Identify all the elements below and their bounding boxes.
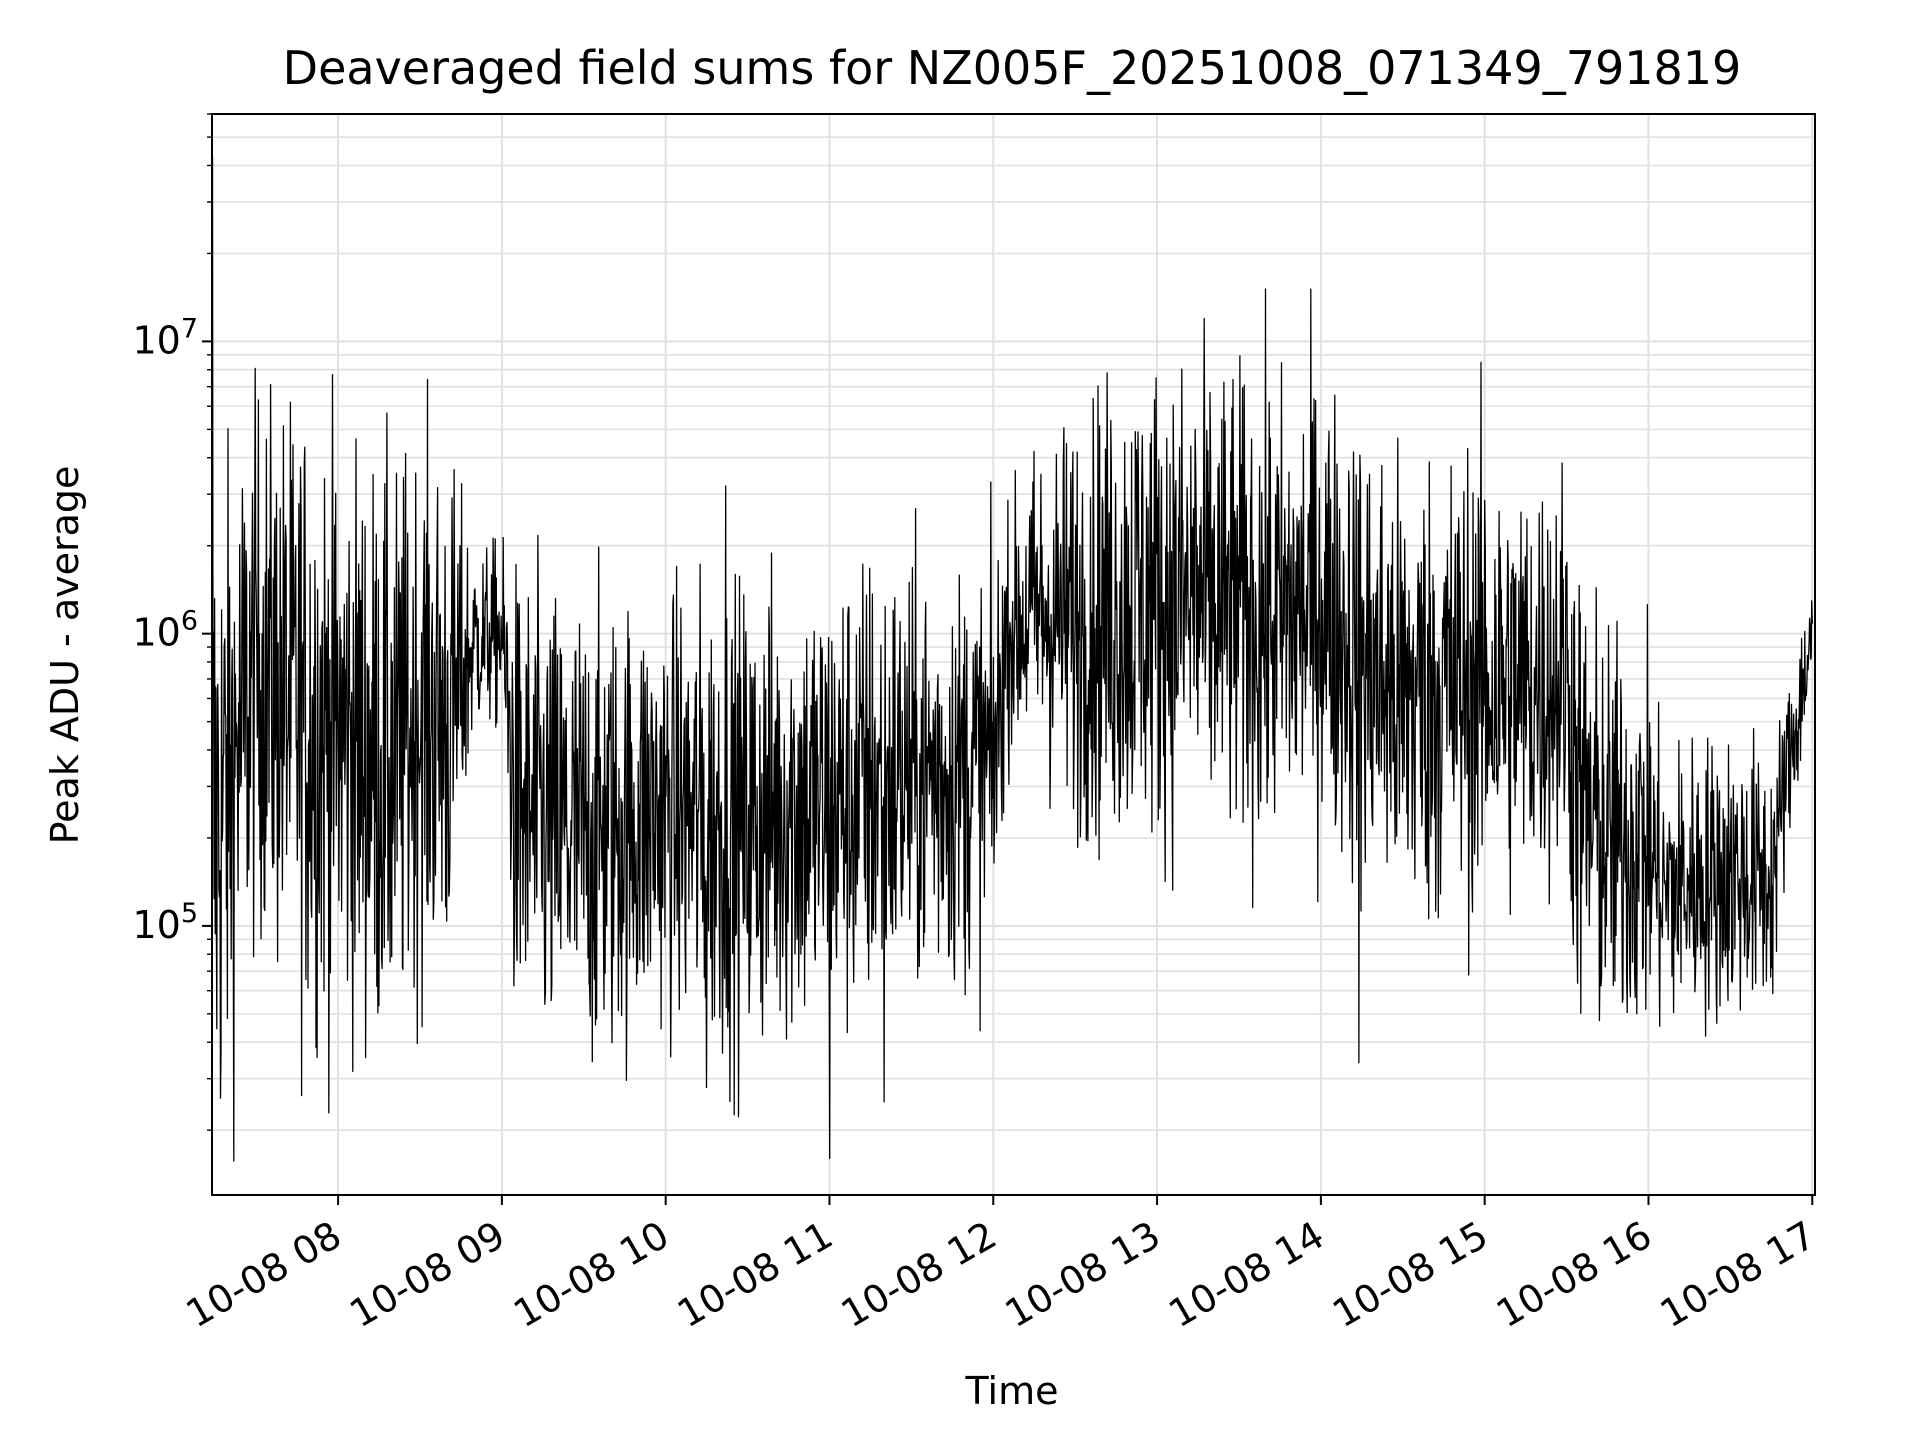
x-tick-label: 10-08 08 (179, 1213, 349, 1337)
y-tick-label-exponent: 5 (181, 898, 198, 929)
y-axis-label: Peak ADU - average (43, 466, 87, 845)
series-group (211, 156, 1813, 1162)
y-tick-label-exponent: 6 (181, 606, 198, 637)
y-tick-label-base: 10 (132, 903, 180, 947)
y-tick-label-base: 10 (132, 611, 180, 655)
x-tick-label: 10-08 15 (1325, 1213, 1495, 1337)
x-tick-label: 10-08 11 (670, 1213, 840, 1337)
x-tick-label: 10-08 12 (834, 1213, 1004, 1337)
x-tick-label: 10-08 13 (998, 1213, 1168, 1337)
x-tick-label: 10-08 09 (342, 1213, 512, 1337)
x-tick-label: 10-08 14 (1161, 1213, 1331, 1337)
y-tick-label-base: 10 (132, 318, 180, 362)
x-tick-label: 10-08 17 (1653, 1213, 1823, 1337)
y-tick-label-exponent: 7 (181, 313, 198, 344)
plot-frame (211, 113, 1816, 1196)
x-tick-label: 10-08 16 (1489, 1213, 1659, 1337)
x-axis-label: Time (965, 1369, 1059, 1413)
x-tick-label: 10-08 10 (506, 1213, 676, 1337)
chart-title: Deaveraged field sums for NZ005F_2025100… (283, 41, 1742, 95)
y-tick-label: 107 (132, 313, 198, 362)
y-tick-label: 106 (132, 606, 198, 655)
series-line (211, 156, 1813, 1162)
y-tick-label: 105 (132, 898, 198, 947)
